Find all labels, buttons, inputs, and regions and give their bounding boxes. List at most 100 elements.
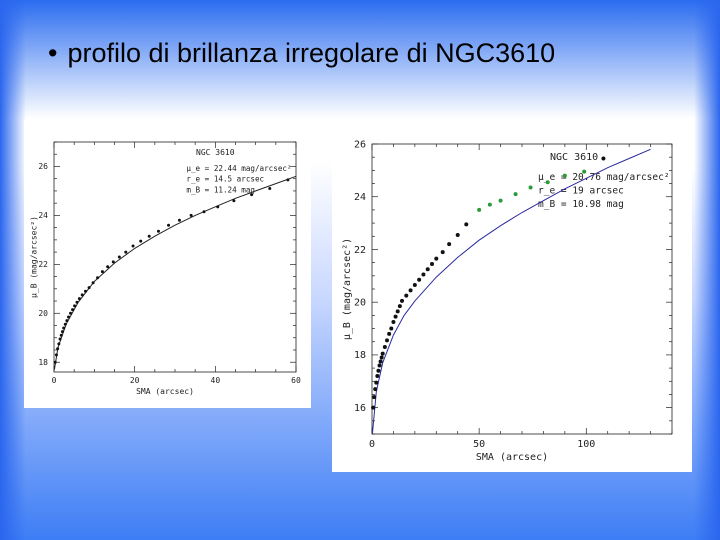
data-point (372, 395, 377, 400)
data-point-green (528, 185, 533, 190)
data-point-green (562, 173, 567, 178)
data-point (80, 293, 84, 297)
profile-chart-right: 0 50 100 16 18 20 22 24 26 SMA (arcsec) μ_B (mag/a… (342, 139, 673, 463)
x-tick-label: 50 (473, 439, 485, 450)
data-point-green (498, 198, 503, 203)
chart-panel-left: 0 20 40 60 18 20 22 24 26 SMA (arcsec) μ_B (mag/ar… (24, 120, 311, 408)
x-tick-label: 60 (291, 376, 301, 385)
data-point (62, 326, 66, 330)
data-point (378, 359, 383, 364)
data-point (373, 387, 378, 392)
data-point (216, 205, 220, 209)
data-point-green (545, 180, 550, 185)
chart-annotation: m_B = 10.98 mag (538, 199, 624, 210)
data-point (379, 355, 384, 360)
data-point (380, 351, 385, 356)
data-point (63, 322, 67, 326)
y-tick-label: 26 (38, 162, 48, 171)
chart-annotation: r_e = 14.5 arcsec (186, 175, 264, 184)
data-point (393, 314, 398, 319)
data-point (96, 276, 100, 280)
data-point (412, 283, 417, 288)
data-point-green (513, 192, 518, 197)
data-point (391, 319, 396, 324)
y-tick-label: 24 (354, 192, 366, 203)
data-point (53, 360, 57, 364)
slide-title: • profilo di brillanza irregolare di NGC3… (48, 38, 555, 69)
data-point (156, 229, 160, 233)
data-point (202, 210, 206, 214)
data-point (389, 326, 394, 331)
data-point (375, 374, 380, 378)
data-point (100, 270, 104, 274)
chart-panel-right: 0 50 100 16 18 20 22 24 26 SMA (arcsec) μ_B (mag/a… (332, 122, 692, 472)
data-point (67, 315, 71, 319)
data-point (60, 330, 64, 334)
profile-chart-left: 0 20 40 60 18 20 22 24 26 SMA (arcsec) μ_B (mag/ar… (29, 141, 301, 396)
data-point (54, 353, 58, 357)
x-tick-label: 0 (52, 376, 57, 385)
data-point (232, 199, 236, 203)
y-tick-label: 26 (354, 139, 366, 150)
left-gradient-border (0, 0, 26, 540)
data-point (400, 298, 404, 303)
data-point (395, 309, 400, 314)
data-point (440, 250, 445, 255)
fit-curve (53, 175, 297, 370)
data-point (377, 363, 382, 368)
plot-frame (371, 143, 673, 435)
y-tick-label: 20 (354, 298, 366, 309)
data-point (57, 342, 61, 346)
y-axis-label: μ_B (mag/arcsec²) (342, 238, 353, 340)
data-point (124, 250, 128, 254)
data-point (404, 293, 409, 298)
chart-title: NGC 3610 (550, 152, 598, 163)
chart-annotation: r_e = 19 arcsec (538, 186, 624, 197)
data-point (382, 345, 387, 349)
data-point (455, 232, 460, 237)
chart-title: NGC 3610 (196, 148, 235, 157)
data-point (77, 297, 81, 301)
data-point (421, 272, 426, 277)
y-tick-label: 24 (38, 211, 48, 220)
data-point (91, 281, 95, 285)
data-point (430, 261, 434, 266)
data-point (189, 213, 193, 217)
data-point (417, 277, 422, 282)
x-tick-label: 0 (369, 439, 375, 450)
data-point (69, 311, 73, 315)
data-point (75, 300, 79, 304)
chart-annotation: m_B = 11.24 mag (186, 185, 255, 194)
data-point (177, 218, 181, 222)
y-tick-label: 22 (354, 245, 366, 256)
data-point (87, 286, 91, 290)
x-tick-label: 100 (577, 439, 595, 450)
data-point (59, 333, 63, 337)
data-point (65, 319, 69, 323)
data-point (83, 289, 87, 293)
data-point (387, 331, 392, 336)
y-tick-label: 16 (354, 403, 366, 414)
y-tick-label: 18 (38, 358, 48, 367)
data-point (56, 347, 60, 351)
chart-annotation: μ_e = 20.76 mag/arcsec² (538, 172, 670, 183)
data-point (139, 239, 143, 243)
data-point (111, 260, 115, 264)
data-point-green (582, 169, 587, 174)
data-point-green (477, 207, 482, 212)
chart-annotation: μ_e = 22.44 mag/arcsec² (186, 164, 291, 173)
data-point (374, 380, 379, 385)
data-point (408, 288, 413, 293)
data-point (73, 304, 77, 308)
data-point (167, 223, 171, 227)
data-point (425, 267, 430, 272)
data-point (447, 242, 452, 247)
x-axis-label: SMA (arcsec) (476, 452, 548, 463)
data-point (106, 265, 110, 269)
right-gradient-border (694, 0, 720, 540)
data-point (434, 256, 439, 261)
data-point (117, 255, 121, 259)
y-tick-label: 22 (38, 260, 48, 269)
y-tick-label: 18 (354, 350, 366, 361)
data-point-green (487, 202, 492, 207)
